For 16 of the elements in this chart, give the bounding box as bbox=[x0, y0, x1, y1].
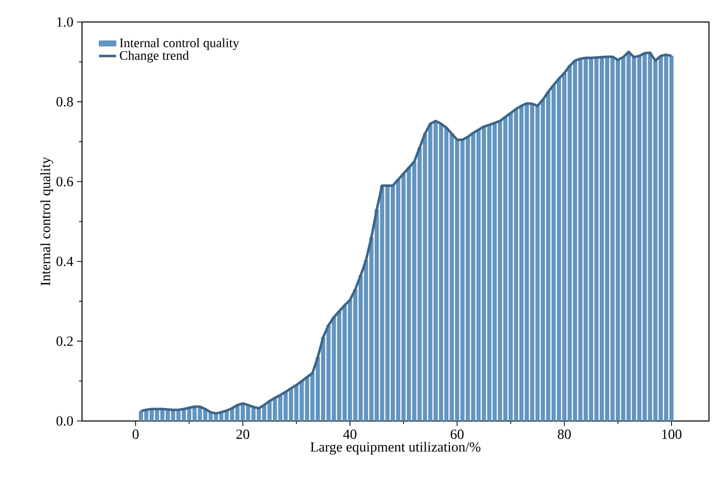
y-tick-label: 1.0 bbox=[57, 17, 73, 27]
y-tick-label: 0.6 bbox=[56, 176, 74, 186]
y-axis-title: Internal control quality bbox=[40, 157, 54, 286]
x-tick-label: 0 bbox=[132, 430, 139, 439]
y-tick-label: 0.8 bbox=[56, 97, 73, 107]
legend-label: Change trend bbox=[120, 50, 189, 63]
x-axis-title: Large equipment utilization/% bbox=[310, 442, 480, 455]
x-tick-label: 80 bbox=[558, 430, 571, 439]
y-tick-label: 0.2 bbox=[56, 336, 73, 346]
x-tick-label: 20 bbox=[236, 430, 250, 439]
x-tick-label: 60 bbox=[450, 430, 464, 439]
legend-label: Internal control quality bbox=[120, 38, 240, 50]
y-tick-label: 0.4 bbox=[56, 256, 74, 266]
x-tick-label: 100 bbox=[662, 430, 682, 439]
x-tick-label: 40 bbox=[343, 430, 356, 439]
y-tick-label: 0.0 bbox=[56, 416, 73, 426]
